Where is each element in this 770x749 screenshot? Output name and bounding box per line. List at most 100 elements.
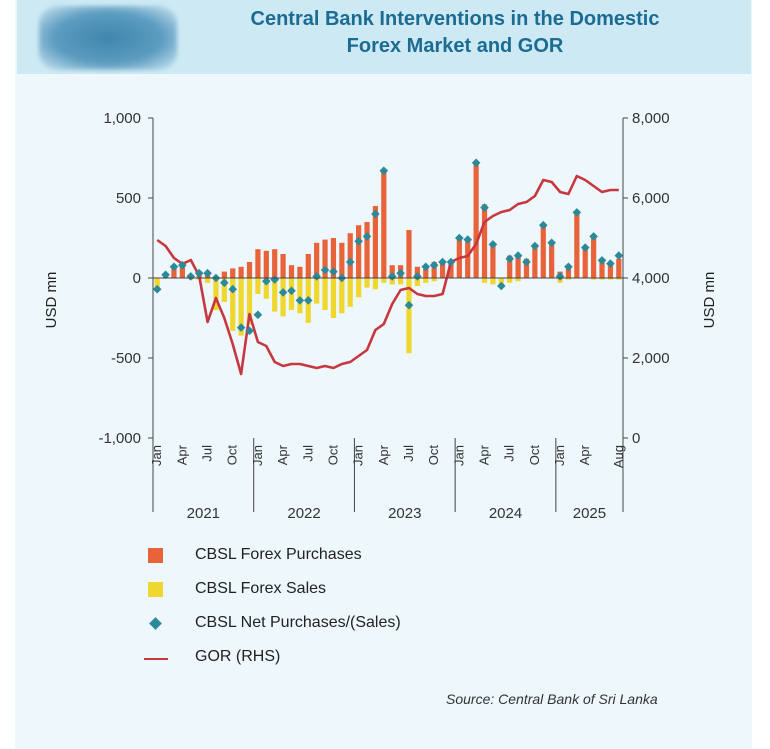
sales-bar xyxy=(372,278,379,290)
net-purchase-point xyxy=(295,296,305,305)
sales-bar xyxy=(364,278,370,288)
net-purchase-point xyxy=(236,323,246,332)
purchase-bar xyxy=(490,246,496,278)
sales-bar xyxy=(154,278,160,288)
purchase-bar xyxy=(272,249,278,278)
legend-item: CBSL Net Purchases/(Sales) xyxy=(148,614,488,634)
net-purchase-point xyxy=(287,286,296,296)
net-purchase-point xyxy=(404,300,414,310)
sales-bar xyxy=(515,278,521,282)
sales-bar xyxy=(356,278,362,298)
sales-bar xyxy=(389,278,395,285)
sales-bar xyxy=(221,278,227,302)
right-tick-label: 0 xyxy=(632,430,640,447)
purchase-bar xyxy=(297,266,303,278)
net-purchase-point xyxy=(253,310,263,320)
net-purchase-point xyxy=(329,267,338,276)
sales-bar xyxy=(599,278,605,280)
title-line-2: Forex Market and GOR xyxy=(346,35,564,57)
purchase-bar xyxy=(389,265,395,278)
gor-line xyxy=(156,174,619,376)
net-purchase-point xyxy=(547,238,556,248)
legend-item: GOR (RHS) xyxy=(144,648,488,668)
purchase-bar xyxy=(288,265,295,278)
purchase-bar xyxy=(339,242,345,278)
page-title: Central Bank Interventions in the Domest… xyxy=(165,6,745,60)
net-purchase-point xyxy=(245,326,254,336)
right-tick-label: 8,000 xyxy=(632,110,670,127)
year-label: 2023 xyxy=(388,505,421,522)
legend-swatch xyxy=(148,548,163,563)
sales-bar xyxy=(238,278,244,336)
sales-bar xyxy=(347,278,353,307)
sales-bar xyxy=(297,278,303,314)
legend-diamond xyxy=(149,617,162,630)
sales-bar xyxy=(591,278,597,280)
sales-bar xyxy=(397,278,404,285)
net-purchase-point xyxy=(186,272,196,281)
left-tick-label: 1,000 xyxy=(103,110,141,127)
month-label: Oct xyxy=(527,445,542,466)
month-label: Oct xyxy=(325,445,340,466)
purchase-bar xyxy=(565,265,572,278)
purchase-bar xyxy=(356,225,362,278)
purchase-bar xyxy=(599,258,605,278)
purchase-bar xyxy=(465,238,471,278)
purchase-bar xyxy=(246,262,253,278)
year-label: 2022 xyxy=(287,505,320,522)
net-purchase-point xyxy=(580,243,590,252)
purchase-bar xyxy=(607,262,614,278)
purchase-bar xyxy=(263,250,269,278)
purchase-bar xyxy=(423,265,429,278)
logo xyxy=(39,6,177,70)
purchase-bar xyxy=(280,254,286,278)
net-purchase-point xyxy=(522,257,531,267)
sales-bar xyxy=(406,278,412,354)
net-purchase-point xyxy=(463,235,473,244)
net-purchase-point xyxy=(203,268,212,278)
net-purchase-point xyxy=(606,259,615,268)
sales-bar xyxy=(263,278,269,299)
net-purchase-point xyxy=(152,284,162,294)
purchase-bar xyxy=(364,222,370,278)
sales-bar xyxy=(507,278,513,283)
net-purchase-point xyxy=(589,232,598,241)
month-label: Jan xyxy=(451,445,466,466)
net-purchase-point xyxy=(220,278,229,288)
net-purchase-point xyxy=(262,276,271,286)
legend-line xyxy=(144,658,168,660)
sales-bar xyxy=(230,278,236,331)
purchase-bar xyxy=(582,246,588,278)
net-purchase-point xyxy=(614,251,624,260)
net-purchase-point xyxy=(228,284,238,294)
purchase-bar xyxy=(439,260,446,278)
legend-label: CBSL Forex Purchases xyxy=(195,546,362,563)
net-purchase-point xyxy=(270,275,279,284)
net-purchase-point xyxy=(194,268,204,278)
left-tick-label: 500 xyxy=(116,190,141,207)
sales-bar xyxy=(431,278,437,282)
chart-panel xyxy=(15,0,752,749)
net-purchase-point xyxy=(429,260,439,270)
purchase-bar xyxy=(616,258,622,278)
sales-bar xyxy=(423,278,429,283)
purchase-bar xyxy=(238,266,244,278)
net-purchase-point xyxy=(572,208,582,217)
legend-label: CBSL Forex Sales xyxy=(195,580,327,597)
title-line-1: Central Bank Interventions in the Domest… xyxy=(250,8,660,30)
purchase-bar xyxy=(448,260,454,278)
purchase-bar xyxy=(523,258,530,278)
net-purchase-point xyxy=(446,257,456,267)
net-purchase-point xyxy=(303,296,313,305)
year-label: 2024 xyxy=(489,505,522,522)
month-label: Apr xyxy=(174,444,189,465)
net-purchase-point xyxy=(354,236,363,246)
legend-label: GOR (RHS) xyxy=(195,648,281,665)
purchase-bar xyxy=(481,204,488,278)
month-label: Jul xyxy=(401,445,416,462)
sales-bar xyxy=(607,278,614,280)
legend-swatch xyxy=(148,582,163,597)
year-label: 2025 xyxy=(573,505,606,522)
purchase-bar xyxy=(507,255,513,278)
net-purchase-point xyxy=(438,257,447,267)
